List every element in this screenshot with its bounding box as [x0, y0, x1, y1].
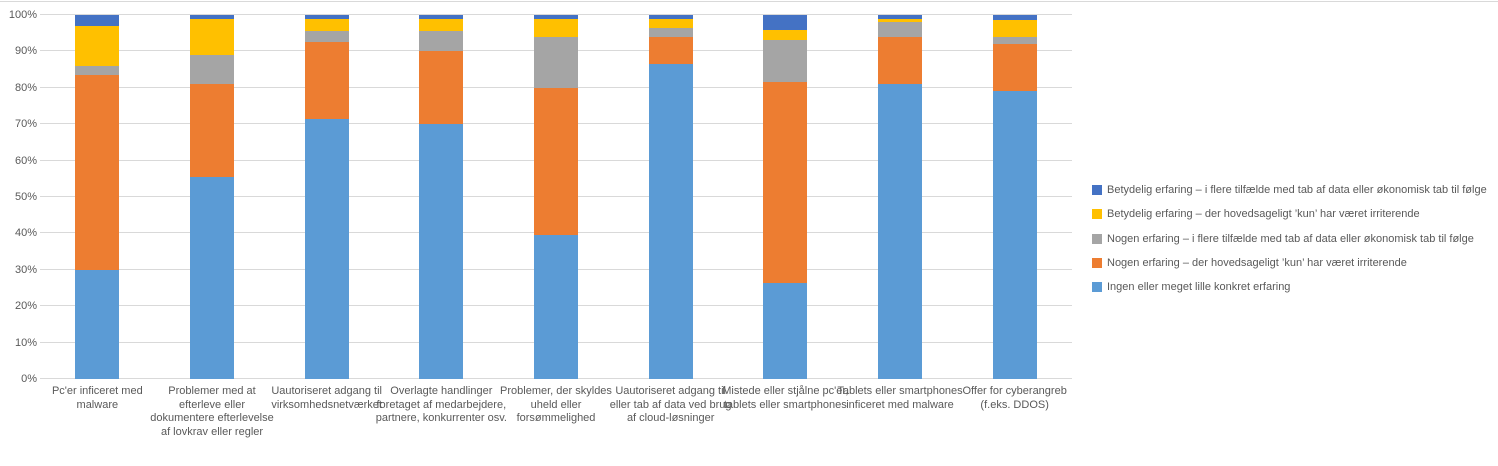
bar-segment [190, 15, 234, 19]
bar-segment [419, 31, 464, 52]
bar-segment [75, 65, 120, 76]
y-axis-tick-label: 80% [14, 81, 37, 94]
bar-segment [648, 36, 693, 65]
y-axis-tick-label: 60% [14, 154, 37, 167]
bar-segment [648, 15, 693, 19]
bar-segment [75, 269, 120, 379]
y-axis-tick-label: 10% [14, 336, 37, 349]
bar-segment [419, 124, 464, 379]
y-axis-tick-label: 20% [14, 300, 37, 313]
legend-label: Nogen erfaring – i flere tilfælde med ta… [1107, 232, 1474, 245]
bar-column [190, 15, 234, 379]
x-axis-category-label: Offer for cyberangreb (f.eks. DDOS) [962, 385, 1067, 411]
bar-segment [992, 44, 1037, 92]
bar-column [534, 15, 578, 379]
bar-column [75, 15, 120, 379]
x-axis-category-label: Pc'er inficeret med malware [51, 385, 143, 411]
bar-segment [648, 64, 693, 379]
plot-area [40, 14, 1072, 379]
bar-segment [190, 18, 234, 56]
legend-item: Ingen eller meget lille konkret erfaring [1092, 275, 1487, 299]
bar-segment [534, 235, 578, 379]
bar-segment [534, 18, 578, 37]
bar-segment [878, 18, 922, 23]
bar-segment [75, 25, 120, 66]
legend-swatch [1092, 209, 1102, 220]
legend-label: Ingen eller meget lille konkret erfaring [1107, 281, 1291, 294]
y-axis-tick-label: 30% [14, 263, 37, 276]
bar-segment [534, 87, 578, 236]
x-axis-category-label: Mistede eller stjålne pc'er, tablets ell… [722, 385, 849, 411]
bar-segment [75, 75, 120, 270]
bar-segment [419, 18, 464, 32]
y-axis-tick-label: 50% [14, 191, 37, 203]
gridline [40, 14, 1072, 15]
legend-item: Nogen erfaring – der hovedsageligt ’kun’… [1092, 251, 1487, 275]
y-axis-tick-label: 70% [14, 118, 37, 131]
bar-column [419, 15, 464, 379]
x-axis-category-label: Uautoriseret adgang til eller tab af dat… [609, 385, 732, 424]
bar-segment [534, 15, 578, 19]
y-axis-tick-label: 90% [14, 45, 37, 58]
bar-segment [878, 15, 922, 19]
bar-segment [648, 27, 693, 37]
bar-segment [763, 29, 808, 41]
bar-segment [763, 82, 808, 283]
bar-segment [190, 84, 234, 177]
bar-segment [304, 18, 349, 32]
x-axis-category-label: Tablets eller smartphones inficeret med … [837, 385, 963, 411]
bar-segment [878, 36, 922, 85]
bar-segment [878, 22, 922, 37]
bar-segment [763, 15, 808, 30]
legend-swatch [1092, 258, 1102, 269]
x-axis-category-label: Uautoriseret adgang til virksomhedsnetvæ… [271, 385, 382, 411]
bar-column [992, 15, 1037, 379]
bar-segment [763, 40, 808, 83]
bar-segment [304, 31, 349, 43]
bar-segment [419, 51, 464, 125]
chart-border-top [0, 1, 1498, 2]
bar-segment [992, 20, 1037, 37]
x-axis-category-label: Problemer, der skyldes uheld eller forsø… [500, 385, 612, 424]
bar-column [763, 15, 808, 379]
y-axis-tick-label: 100% [8, 9, 37, 21]
bar-segment [304, 42, 349, 119]
legend-swatch [1092, 185, 1102, 196]
legend-label: Betydelig erfaring – i flere tilfælde me… [1107, 184, 1487, 197]
bar-column [304, 15, 349, 379]
x-axis-category-label: Overlagte handlinger foretaget af medarb… [375, 385, 507, 424]
y-axis-tick-label: 40% [14, 227, 37, 240]
y-axis: 0% 10% 20% 30% 40% 50% 60% 70% 80% 90% 100% [0, 9, 37, 385]
legend-item: Nogen erfaring – i flere tilfælde med ta… [1092, 227, 1487, 251]
bar-segment [304, 15, 349, 19]
bar-segment [763, 282, 808, 379]
legend-swatch [1092, 233, 1102, 244]
x-axis-category-label: Problemer med at efterleve eller dokumen… [150, 385, 274, 438]
bar-segment [648, 18, 693, 28]
bar-segment [878, 84, 922, 379]
y-axis-tick-label: 0% [21, 373, 37, 385]
bar-segment [304, 118, 349, 379]
bar-segment [992, 91, 1037, 379]
bar-segment [992, 15, 1037, 21]
bar-segment [75, 15, 120, 26]
bar-column [878, 15, 922, 379]
legend-item: Betydelig erfaring – der hovedsageligt ’… [1092, 202, 1487, 226]
bar-segment [992, 36, 1037, 45]
legend-label: Betydelig erfaring – der hovedsageligt ’… [1107, 208, 1420, 221]
bar-segment [534, 36, 578, 88]
bar-segment [419, 15, 464, 19]
legend-item: Betydelig erfaring – i flere tilfælde me… [1092, 178, 1487, 202]
legend-label: Nogen erfaring – der hovedsageligt ’kun’… [1107, 257, 1407, 270]
bar-column [648, 15, 693, 379]
bar-segment [190, 55, 234, 85]
legend: Betydelig erfaring – i flere tilfælde me… [1092, 178, 1487, 299]
legend-swatch [1092, 282, 1102, 293]
bar-segment [190, 176, 234, 379]
